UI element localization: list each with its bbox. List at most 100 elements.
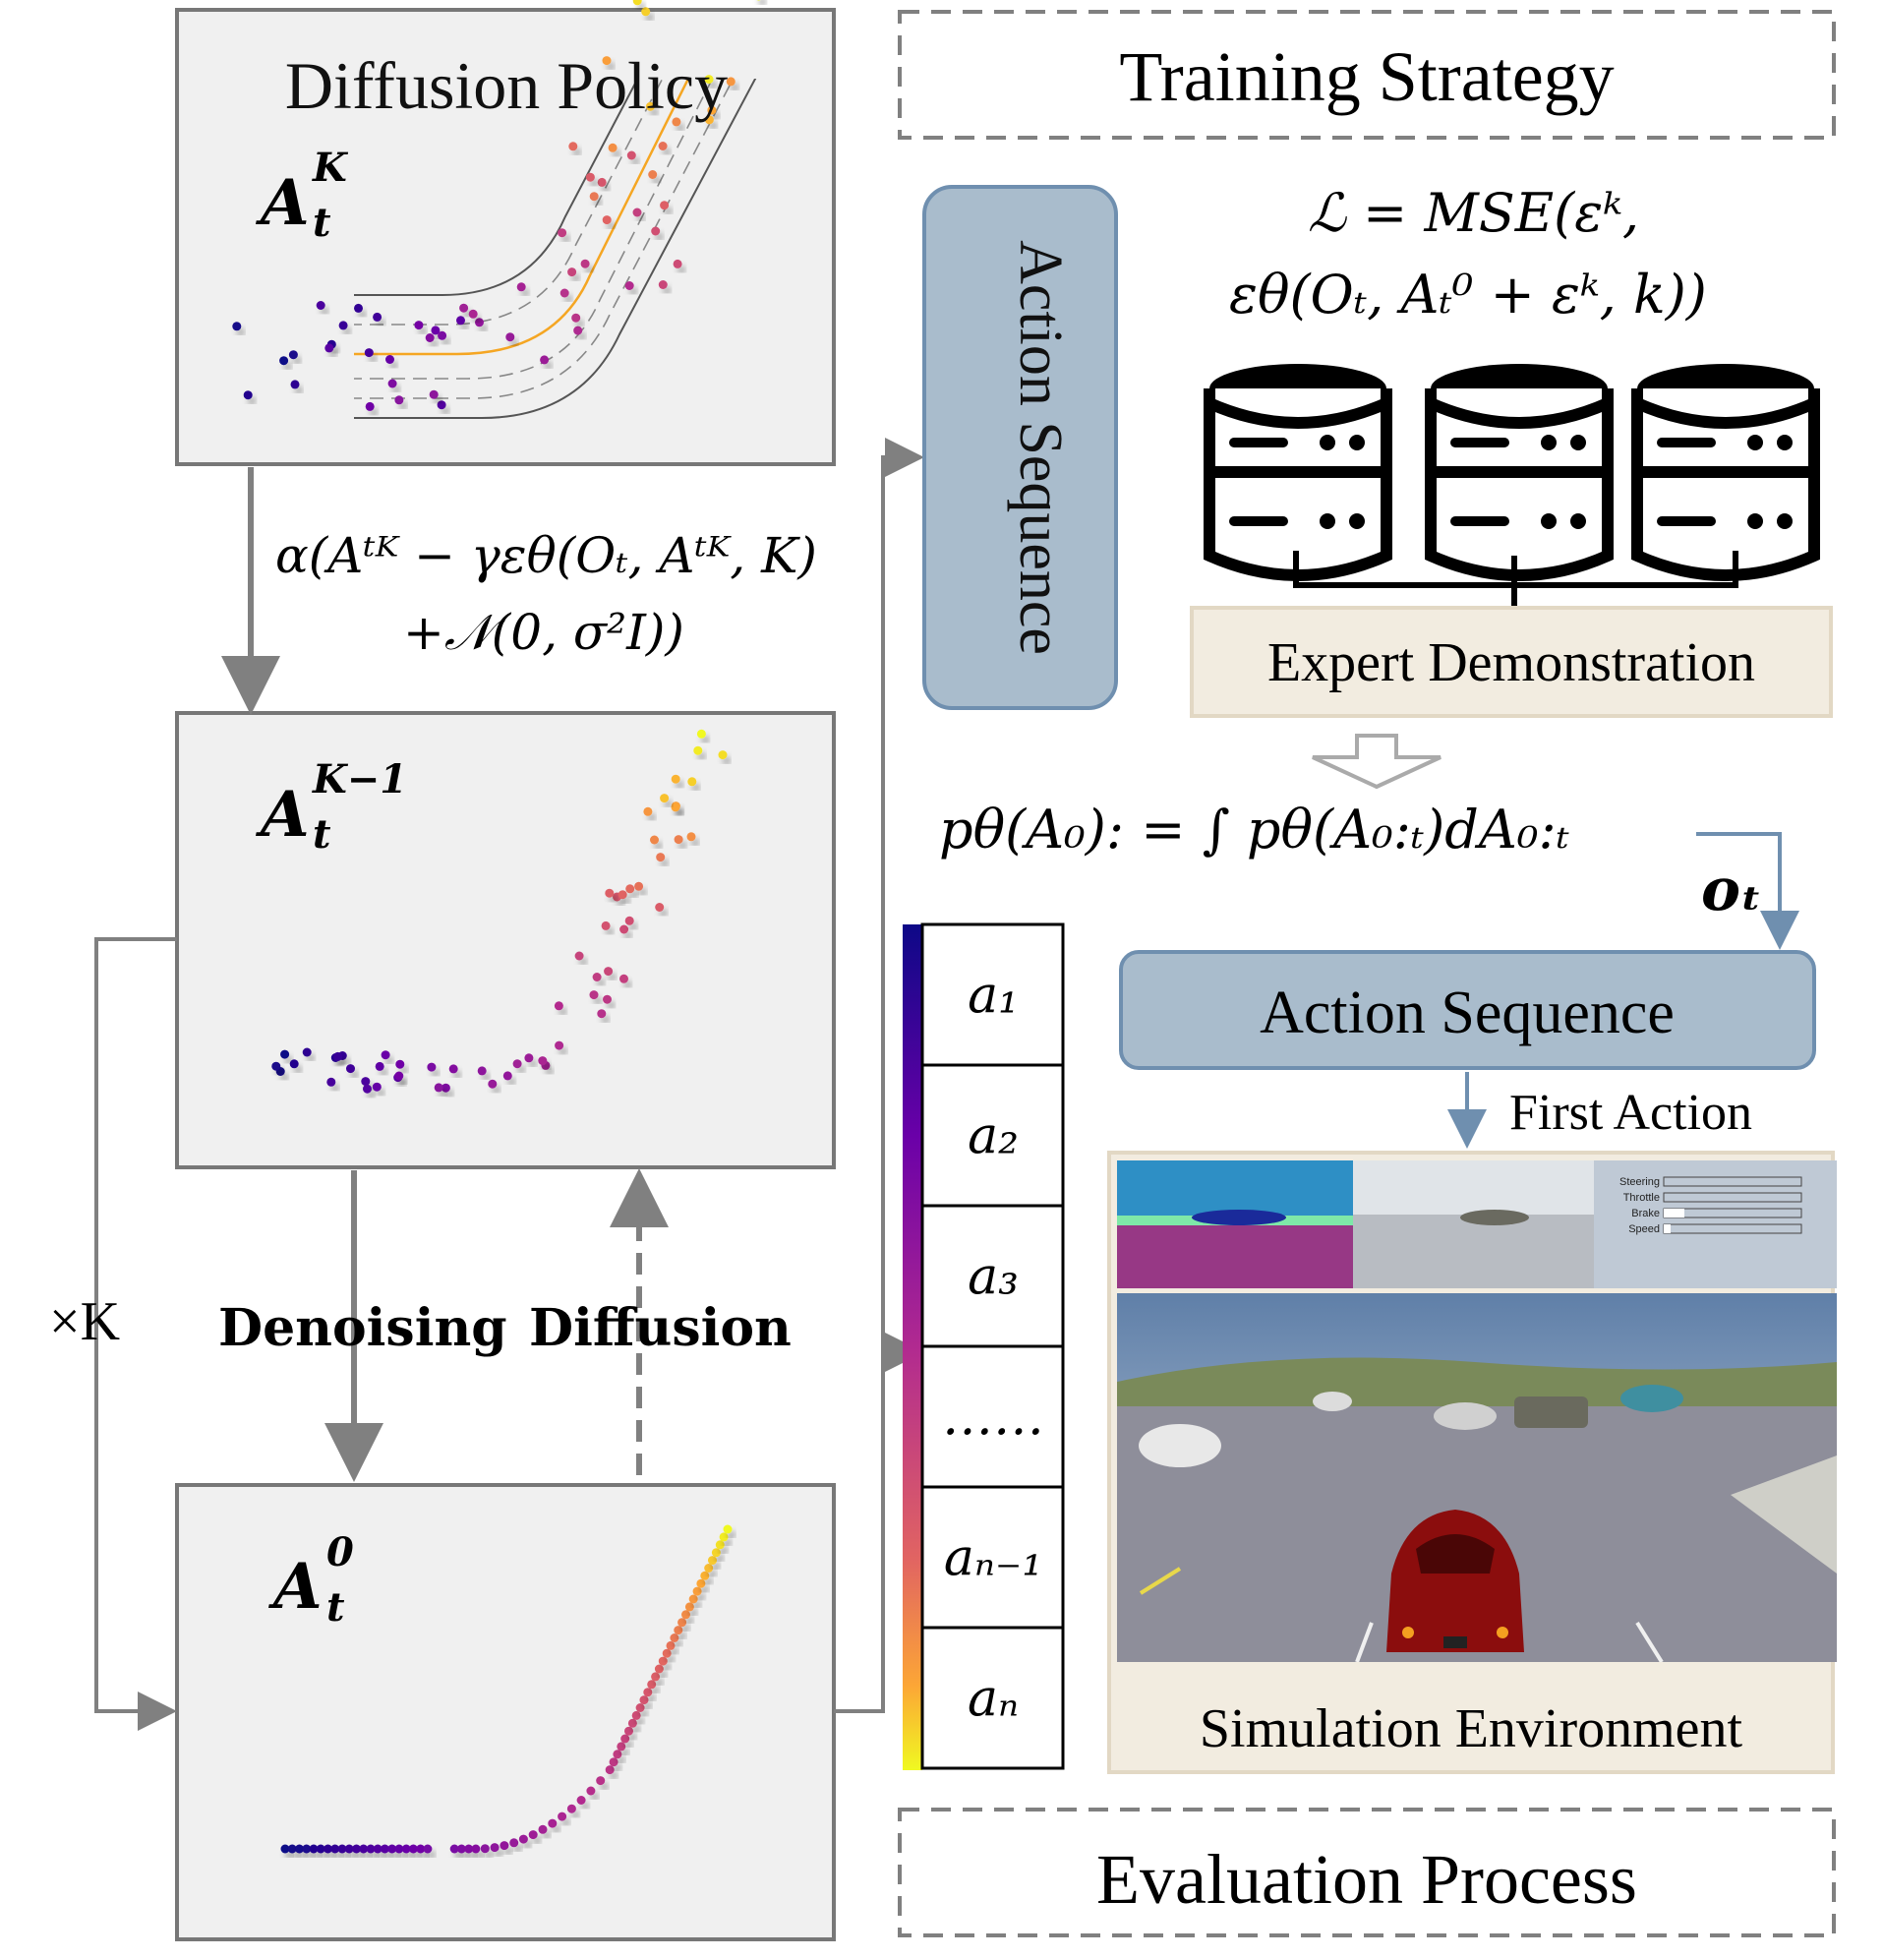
- noisy-action-point: [658, 280, 668, 289]
- partial-action-point: [696, 729, 706, 739]
- panel-bottom: A 0 t: [175, 1483, 836, 1941]
- action-list: a₁ a₂ a₃ …… aₙ₋₁ aₙ: [920, 922, 1065, 1770]
- partial-action-point: [538, 1056, 548, 1066]
- noisy-action-point: [354, 303, 363, 313]
- trajectory-point: [692, 1586, 702, 1596]
- trajectory-point: [651, 1672, 661, 1682]
- trajectory-point: [586, 1786, 596, 1796]
- svg-text:K−1: K−1: [312, 756, 407, 802]
- noisy-action-point: [597, 177, 607, 187]
- hud-brake-label: Brake: [1631, 1208, 1660, 1219]
- noisy-action-point: [568, 142, 578, 151]
- partial-action-point: [604, 967, 614, 977]
- trajectory-point: [387, 1844, 397, 1854]
- noisy-action-point: [475, 318, 484, 327]
- trajectory-point: [684, 1602, 694, 1612]
- noisy-action-point: [540, 355, 550, 365]
- trajectory-point: [696, 1578, 706, 1588]
- label-a-t-0: A 0 t: [268, 1529, 354, 1631]
- expert-databases: [1204, 364, 1820, 581]
- noisy-action-point: [632, 0, 642, 6]
- trajectory-point: [719, 1532, 729, 1542]
- ego-red-car: [1386, 1510, 1524, 1652]
- noisy-action-point: [505, 332, 515, 342]
- partial-action-point: [618, 890, 627, 900]
- partial-action-point: [656, 853, 666, 862]
- noisy-action-point: [632, 208, 642, 217]
- noisy-action-point: [243, 390, 253, 400]
- simulation-screenshot: Steering Throttle Brake Speed: [1117, 1160, 1837, 1662]
- noisy-action-point: [589, 192, 599, 202]
- noisy-action-point: [290, 380, 300, 389]
- trajectory-point: [380, 1844, 389, 1854]
- hollow-down-arrow: [1312, 734, 1442, 790]
- noisy-action-point: [558, 228, 567, 238]
- partial-action-point: [524, 1053, 534, 1063]
- noisy-action-point: [459, 303, 469, 313]
- hud-bar-outline: [1663, 1192, 1802, 1203]
- noisy-action-point: [414, 321, 424, 330]
- partial-action-point: [346, 1064, 355, 1074]
- action-cell-label: aₙ: [968, 1670, 1019, 1729]
- trajectory-point: [528, 1830, 538, 1840]
- partial-action-point: [674, 835, 683, 845]
- noisy-action-point: [602, 215, 612, 225]
- noisy-action-point: [288, 350, 298, 360]
- partial-action-point: [589, 990, 599, 1000]
- evaluation-process-box: Evaluation Process: [898, 1808, 1836, 1937]
- action-sequence-box: Action Sequence: [1119, 950, 1816, 1070]
- partial-action-point: [502, 1071, 512, 1081]
- partial-action-point: [363, 1084, 372, 1094]
- trajectory-point: [464, 1844, 474, 1854]
- partial-action-point: [597, 1009, 607, 1019]
- trajectory-point: [280, 1844, 290, 1854]
- noisy-action-point: [468, 309, 478, 319]
- trajectory-point: [566, 1804, 576, 1813]
- noisy-action-point: [429, 389, 439, 399]
- partial-action-point: [643, 806, 653, 816]
- trajectory-point: [538, 1824, 548, 1834]
- partial-action-point: [427, 1062, 437, 1072]
- hud-bar-outline: [1663, 1176, 1802, 1187]
- hud-bar-fill: [1664, 1209, 1684, 1218]
- svg-text:t: t: [313, 200, 331, 246]
- action-sequence-vertical-box: Action Sequence: [922, 185, 1118, 710]
- noisy-action-point: [324, 343, 334, 353]
- observation-label: oₜ: [1701, 856, 1762, 924]
- time-colorbar: [903, 924, 922, 1770]
- times-k-label: ×K: [49, 1291, 120, 1352]
- svg-text:0: 0: [326, 1529, 354, 1575]
- expert-demonstration-box: Expert Demonstration: [1190, 606, 1833, 718]
- partial-action-point: [592, 973, 602, 981]
- noisy-action-point: [279, 356, 289, 366]
- trajectory-point: [394, 1844, 404, 1854]
- trajectory-point: [471, 1844, 481, 1854]
- trajectory-point: [688, 1594, 698, 1604]
- trajectory-point: [359, 1844, 369, 1854]
- partial-action-point: [512, 1059, 522, 1069]
- noisy-action-point: [364, 348, 374, 358]
- database-icon: [1425, 364, 1614, 581]
- noisy-action-point: [431, 326, 441, 335]
- noisy-action-point: [704, 115, 714, 125]
- trajectory-point: [401, 1844, 411, 1854]
- trajectory-point: [654, 1664, 664, 1674]
- diffusion-label: Diffusion: [529, 1298, 792, 1358]
- partial-action-point: [381, 1050, 390, 1060]
- noisy-action-point: [707, 105, 717, 115]
- trajectory-point: [647, 1680, 657, 1690]
- trajectory-point: [624, 1726, 633, 1736]
- action-cell: [920, 1063, 1065, 1208]
- noisy-action-point: [580, 259, 590, 268]
- noisy-action-point: [373, 312, 382, 322]
- denoised-trajectory: [280, 1524, 733, 1854]
- noisy-action-point: [602, 56, 612, 66]
- partial-action-point: [718, 750, 728, 760]
- action-sequence-vertical-label: Action Sequence: [1007, 240, 1074, 655]
- first-action-label: First Action: [1509, 1085, 1752, 1141]
- trajectory-point: [408, 1844, 418, 1854]
- partial-action-point: [625, 884, 635, 894]
- noisy-action-point: [645, 101, 655, 111]
- label-a-t-k-minus-1: A K−1 t: [256, 756, 407, 858]
- partially-denoised-actions: [271, 729, 728, 1094]
